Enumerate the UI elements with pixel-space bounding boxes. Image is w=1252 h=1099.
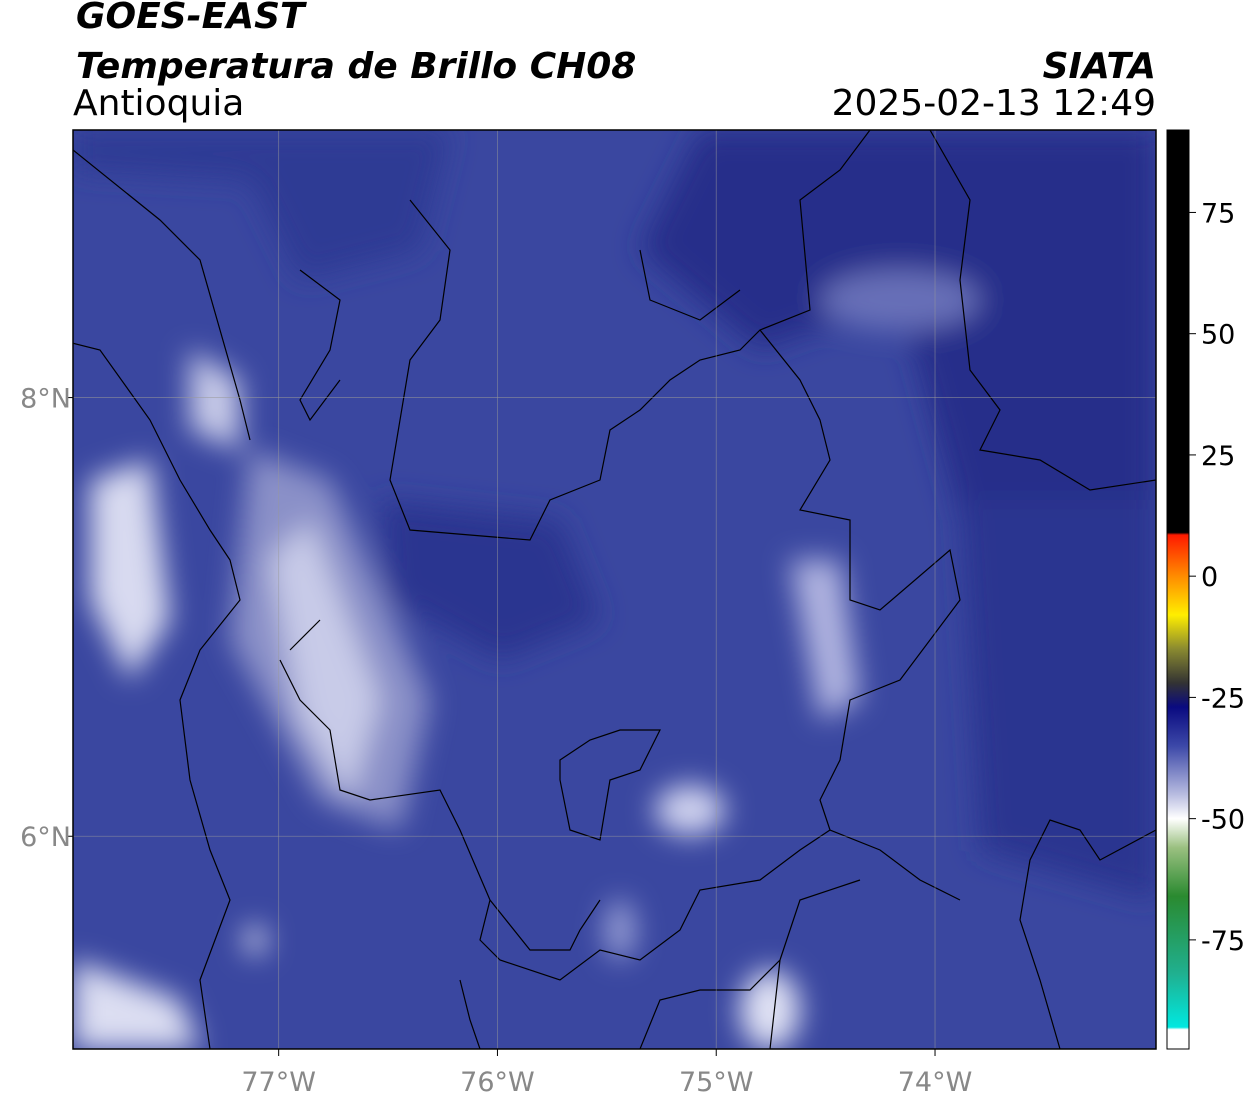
map-frame: [72, 129, 1157, 1050]
y-tick-label: 8°N: [20, 384, 71, 415]
title: GOES-EAST: [76, 0, 307, 37]
subtitle: Temperatura de Brillo CH08: [76, 46, 636, 87]
x-tick-label: 74°W: [898, 1067, 973, 1098]
colorbar-tick-label: -75: [1201, 926, 1245, 957]
colorbar-tick-label: 50: [1201, 320, 1235, 351]
x-tick-label: 75°W: [679, 1067, 754, 1098]
colorbar-tick-label: -50: [1201, 805, 1245, 836]
colorbar: [1166, 129, 1190, 1050]
x-tick-label: 77°W: [241, 1067, 316, 1098]
region: Antioquia: [73, 83, 244, 124]
datetime: 2025-02-13 12:49: [832, 83, 1156, 124]
colorbar-tick-label: 75: [1201, 198, 1235, 229]
source: SIATA: [1043, 46, 1156, 87]
y-tick-label: 6°N: [20, 822, 71, 853]
axes: 77°W 76°W 75°W 74°W 6°N 8°N: [20, 130, 1156, 1098]
colorbar-tick-label: 25: [1201, 441, 1235, 472]
colorbar-tick-label: -25: [1201, 683, 1245, 714]
colorbar-tick-label: 0: [1201, 562, 1218, 593]
imagery: [73, 130, 1156, 1049]
x-tick-label: 76°W: [460, 1067, 535, 1098]
